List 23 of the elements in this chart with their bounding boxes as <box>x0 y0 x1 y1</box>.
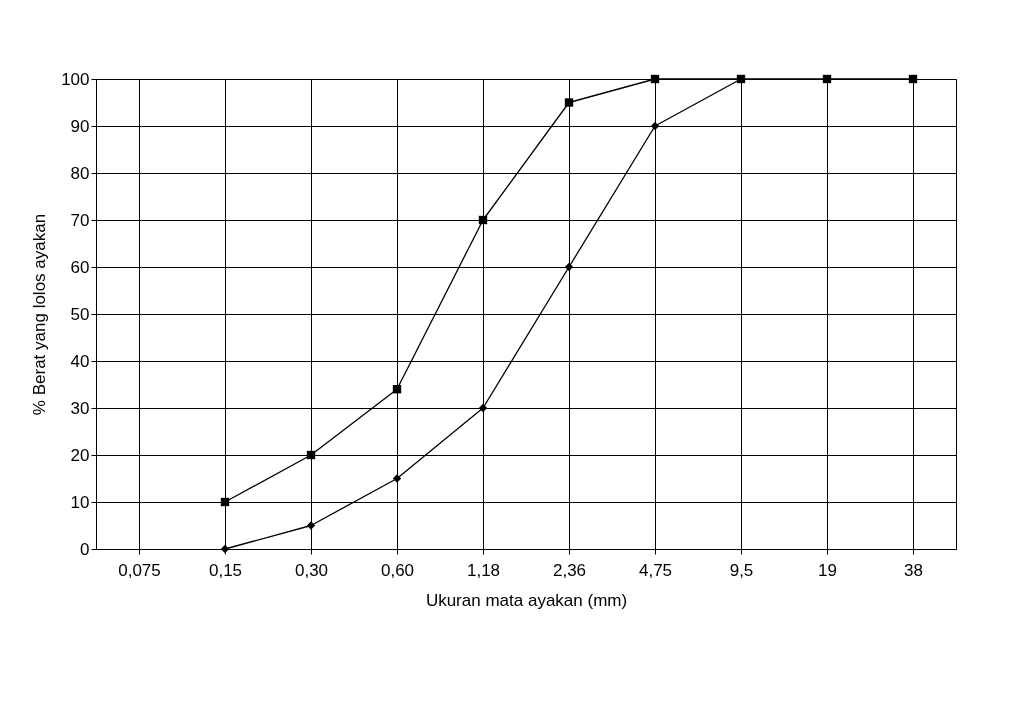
x-tick-label: 0,30 <box>294 560 329 580</box>
y-tick-label: 0 <box>80 539 90 559</box>
y-tick-label: 90 <box>70 116 90 136</box>
y-tick-label: 30 <box>70 398 90 418</box>
y-axis-title: % Berat yang lolos ayakan <box>30 213 50 416</box>
y-tick-label: 20 <box>70 445 90 465</box>
x-axis-title: Ukuran mata ayakan (mm) <box>425 590 628 610</box>
y-tick-label: 60 <box>70 257 90 277</box>
y-tick-label: 10 <box>70 492 90 512</box>
x-tick-label: 2,36 <box>552 560 587 580</box>
x-tick-label: 38 <box>904 560 923 580</box>
x-tick-label: 19 <box>818 560 837 580</box>
y-tick-label: 40 <box>70 351 90 371</box>
y-tick-label: 80 <box>70 163 90 183</box>
x-tick-label: 0,60 <box>380 560 415 580</box>
x-tick-label: 1,18 <box>466 560 501 580</box>
y-tick-label: 50 <box>70 304 90 324</box>
x-tick-label: 0,075 <box>118 560 161 580</box>
x-tick-label: 4,75 <box>638 560 673 580</box>
x-tick-label: 0,15 <box>208 560 243 580</box>
x-tick-label: 9,5 <box>729 560 754 580</box>
y-tick-label: 70 <box>70 210 90 230</box>
y-tick-label: 100 <box>61 69 90 89</box>
